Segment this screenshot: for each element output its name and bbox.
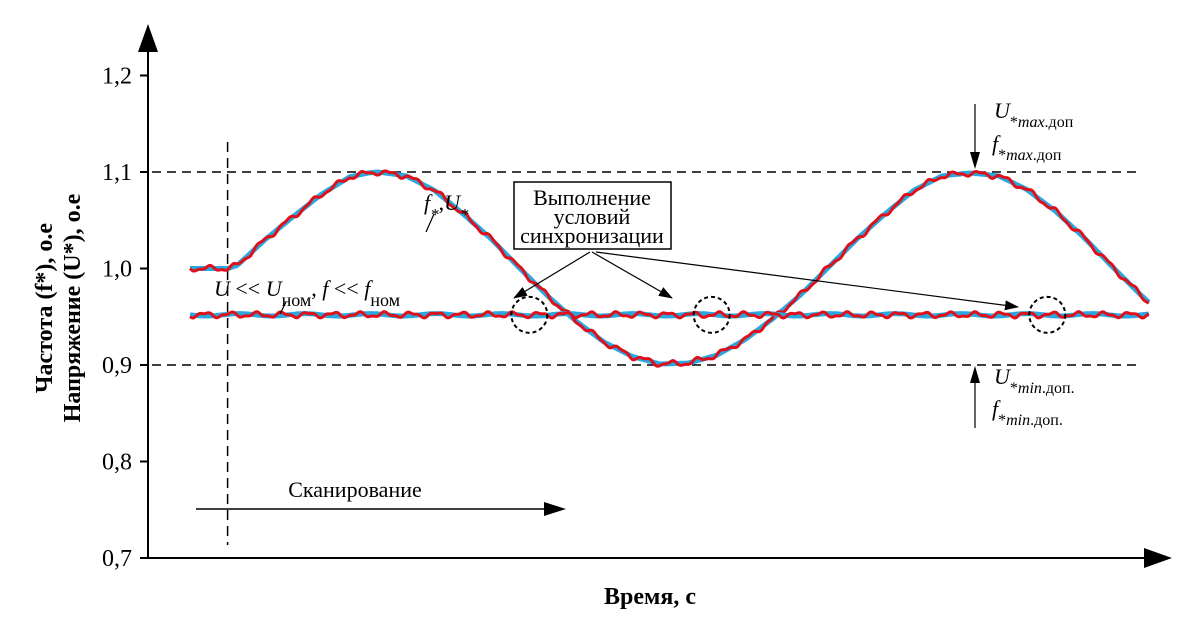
low-level-label-leader	[279, 301, 287, 315]
y-axis-arrow	[138, 24, 158, 52]
max-U-label: U*max.доп	[994, 98, 1074, 131]
min-limit-labels: U*min.доп. f*min.доп.	[970, 364, 1075, 429]
y-ticks: 0,7 0,8 0,9 1,0 1,1 1,2	[102, 64, 148, 572]
sync-point-circle	[510, 295, 549, 334]
max-f-label: f*max.доп	[992, 131, 1062, 164]
x-axis-arrow	[1144, 548, 1172, 568]
series-measured-line	[188, 169, 1150, 368]
y-axis-title-frequency: Частота (f*), о.е	[32, 223, 58, 393]
series-label-fu: f*,U*	[424, 190, 469, 224]
sync-points	[510, 295, 1067, 334]
y-axis-title-2-group: Напряжение (U*), о.е	[60, 193, 86, 422]
y-tick-label: 1,2	[102, 64, 132, 90]
sync-point-circle	[1028, 295, 1067, 334]
series-group	[188, 169, 1151, 368]
sync-box-frame	[513, 181, 672, 250]
sync-box-line-3: синхронизации	[520, 223, 664, 248]
min-limit-arrow-head	[970, 366, 980, 383]
axes	[138, 24, 1172, 568]
y-axis-title-voltage: Напряжение (U*), о.е	[60, 193, 86, 422]
scan-arrow-head	[544, 502, 566, 516]
series-measured-line	[189, 310, 1150, 320]
min-f-label: f*min.доп.	[992, 396, 1063, 429]
max-limit-labels: U*max.доп f*max.доп	[970, 98, 1074, 169]
sync-box-line-2: условий	[554, 204, 631, 229]
y-tick-label: 1,1	[102, 160, 132, 186]
y-tick-label: 0,9	[102, 353, 132, 379]
y-tick-label: 1,0	[102, 257, 132, 283]
sync-point-circle	[692, 295, 731, 334]
y-tick-label: 0,8	[102, 450, 132, 476]
sync-arrows	[513, 251, 1019, 311]
scan-label: Сканирование	[288, 477, 422, 502]
max-limit-arrow-head	[970, 152, 980, 169]
sync-arrow-3	[595, 251, 1019, 311]
y-tick-label: 0,7	[102, 546, 132, 572]
x-axis-title: Время, с	[604, 584, 696, 610]
series-label-fu-leader	[425, 213, 435, 233]
min-U-label: U*min.доп.	[994, 364, 1075, 397]
y-axis-title-1-group: Частота (f*), о.е	[32, 223, 58, 393]
sync-box-line-1: Выполнение	[533, 185, 651, 210]
sync-arrow-1	[513, 251, 591, 299]
sync-condition-box: Выполнение условий синхронизации	[513, 181, 672, 250]
low-level-label: U << Uном, f << fном	[214, 276, 400, 310]
sync-arrow-2	[591, 251, 673, 299]
